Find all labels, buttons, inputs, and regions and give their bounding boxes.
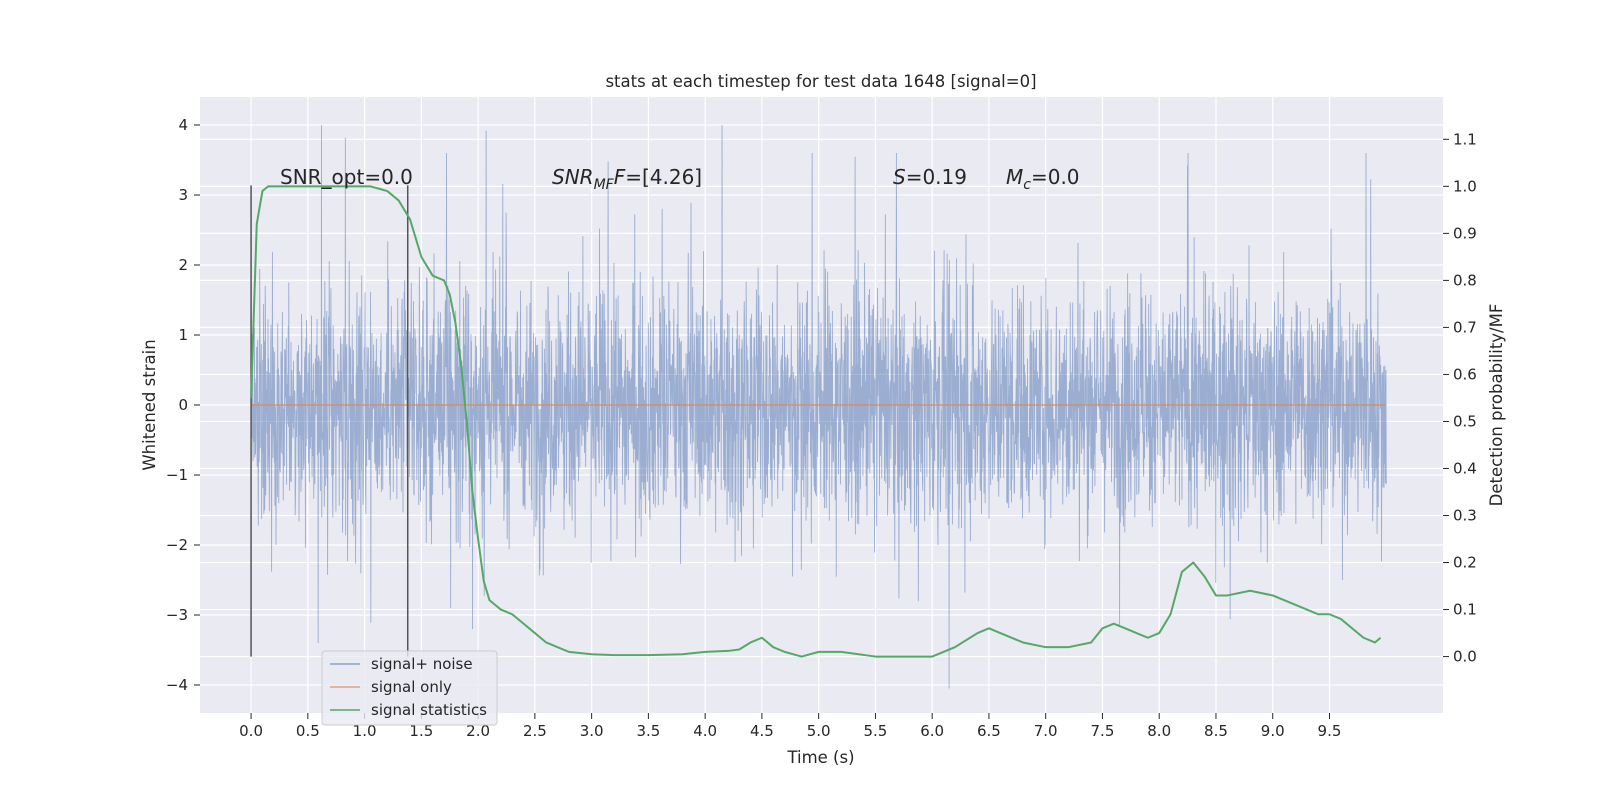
x-tick-label-7: 3.5	[636, 722, 660, 740]
x-tick-label-19: 9.5	[1318, 722, 1342, 740]
x-tick-label-16: 8.0	[1147, 722, 1171, 740]
signal-statistics-series	[250, 185, 1382, 658]
annotation-s: S=0.19	[893, 165, 967, 189]
x-tick-label-4: 2.0	[466, 722, 490, 740]
snr-mf-suffix: =[4.26]	[625, 165, 702, 189]
s-value: =0.19	[906, 165, 967, 189]
x-tick-label-8: 4.0	[693, 722, 717, 740]
annotation-mc: Mc=0.0	[1006, 165, 1080, 193]
y-axis-left: −4 −3 −2 −1 0 1 2 3 4	[166, 116, 200, 694]
y-tick-label-0: −4	[166, 676, 188, 694]
x-tick-label-14: 7.0	[1034, 722, 1058, 740]
x-tick-label-12: 6.0	[920, 722, 944, 740]
snr-mf-prefix: SNR	[552, 165, 594, 189]
legend-label-signal-noise: signal+ noise	[371, 655, 473, 673]
mc-value: =0.0	[1031, 165, 1080, 189]
y-tick-label-5: 1	[178, 326, 188, 344]
y2-tick-label-4: 0.4	[1453, 459, 1477, 477]
x-tick-label-6: 3.0	[580, 722, 604, 740]
y-tick-label-3: −1	[166, 466, 188, 484]
y2-tick-label-10: 1.0	[1453, 177, 1477, 195]
annotation-snr-opt: SNR_opt=0.0	[280, 165, 413, 189]
x-tick-label-3: 1.5	[409, 722, 433, 740]
x-tick-label-10: 5.0	[807, 722, 831, 740]
y-tick-label-8: 4	[178, 116, 188, 134]
signal-noise-series	[250, 124, 1387, 689]
legend-label-signal-only: signal only	[371, 678, 452, 696]
y2-tick-label-0: 0.0	[1453, 648, 1477, 666]
x-axis: 0.0 0.5 1.0 1.5 2.0 2.5 3.0 3.5 4.0 4.5 5.0 5.5 6.0 6…	[239, 713, 1341, 740]
legend-label-signal-statistics: signal statistics	[371, 701, 487, 719]
x-tick-label-13: 6.5	[977, 722, 1001, 740]
vertical-markers	[250, 185, 409, 657]
annotations: SNR_opt=0.0 SNRMFF=[4.26] S=0.19 Mc=0.0	[280, 165, 1080, 193]
y2-tick-label-7: 0.7	[1453, 318, 1477, 336]
x-tick-label-1: 0.5	[296, 722, 320, 740]
s-prefix: S	[893, 165, 906, 189]
y2-tick-label-8: 0.8	[1453, 271, 1477, 289]
snr-mf-sub: MF	[594, 177, 615, 193]
y2-tick-label-11: 1.1	[1453, 130, 1477, 148]
y2-tick-label-1: 0.1	[1453, 601, 1477, 619]
y-tick-label-2: −2	[166, 536, 188, 554]
x-tick-label-18: 9.0	[1261, 722, 1285, 740]
snr-mf-f: F	[614, 165, 626, 189]
x-axis-label: Time (s)	[786, 748, 854, 767]
y2-axis-label: Detection probability/MF	[1487, 304, 1506, 507]
chart-title: stats at each timestep for test data 164…	[605, 72, 1036, 91]
signal-statistics-line	[250, 185, 1382, 658]
y2-tick-label-6: 0.6	[1453, 365, 1477, 383]
x-tick-label-5: 2.5	[523, 722, 547, 740]
y2-tick-label-3: 0.3	[1453, 507, 1477, 525]
signal-noise-line	[250, 124, 1387, 689]
y2-tick-label-9: 0.9	[1453, 224, 1477, 242]
legend-box	[321, 650, 498, 726]
annotation-snr-mf: SNRMFF=[4.26]	[552, 165, 702, 193]
y-tick-label-4: 0	[178, 396, 188, 414]
x-tick-label-0: 0.0	[239, 722, 263, 740]
legend: signal+ noise signal only signal statist…	[321, 650, 498, 726]
x-tick-label-11: 5.5	[863, 722, 887, 740]
y-axis-label: Whitened strain	[140, 339, 159, 470]
x-tick-label-15: 7.5	[1091, 722, 1115, 740]
x-tick-label-9: 4.5	[750, 722, 774, 740]
x-tick-label-17: 8.5	[1204, 722, 1228, 740]
x-tick-label-2: 1.0	[353, 722, 377, 740]
mc-prefix: M	[1006, 165, 1023, 189]
y2-tick-label-5: 0.5	[1453, 412, 1477, 430]
y-tick-label-6: 2	[178, 256, 188, 274]
y-tick-label-7: 3	[178, 186, 188, 204]
mc-sub: c	[1023, 177, 1031, 193]
y-tick-label-1: −3	[166, 606, 188, 624]
y-axis-right: 0.0 0.1 0.2 0.3 0.4 0.5 0.6 0.7 0.8 0.9 1.0 1.1	[1443, 130, 1477, 666]
y2-tick-label-2: 0.2	[1453, 554, 1477, 572]
